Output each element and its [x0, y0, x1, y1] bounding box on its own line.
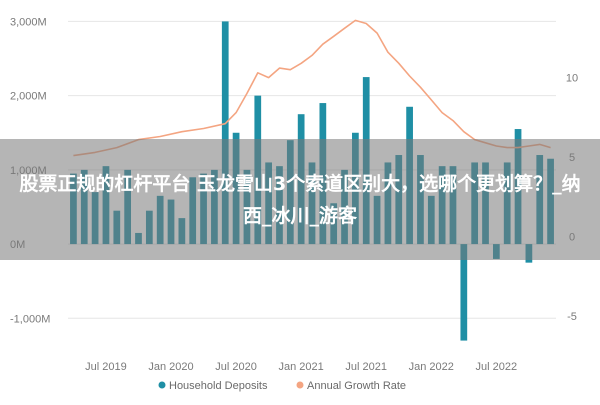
bar [460, 244, 468, 341]
x-tick-label: Jan 2022 [409, 361, 454, 373]
legend: Household Deposits Annual Growth Rate [158, 380, 406, 392]
headline-text: 股票正规的杠杆平台 玉龙雪山3个索道区别大，选哪个更划算？_纳西_冰川_游客 [19, 172, 581, 227]
left-tick-label: -1,000M [10, 313, 50, 325]
legend-marker-growth [296, 381, 304, 389]
x-axis-ticks: Jul 2019 Jan 2020 Jul 2020 Jan 2021 Jul 2021… [85, 361, 517, 373]
right-tick-label: 10 [566, 73, 578, 85]
x-tick-label: Jan 2020 [148, 361, 193, 373]
x-tick-label: Jul 2020 [215, 361, 257, 373]
x-tick-label: Jul 2021 [345, 361, 387, 373]
legend-label-deposits: Household Deposits [169, 380, 268, 392]
x-tick-label: Jul 2022 [476, 361, 518, 373]
right-tick-label: -5 [567, 311, 577, 323]
left-tick-label: 3,000M [10, 16, 47, 28]
bar [221, 21, 229, 245]
growth-rate-line [73, 19, 551, 157]
left-tick-label: 2,000M [10, 91, 47, 103]
legend-marker-deposits [158, 381, 166, 389]
legend-label-growth: Annual Growth Rate [307, 380, 406, 392]
x-tick-label: Jan 2021 [279, 361, 324, 373]
headline-banner: 股票正规的杠杆平台 玉龙雪山3个索道区别大，选哪个更划算？_纳西_冰川_游客 [0, 139, 600, 260]
line-series [73, 19, 551, 157]
x-tick-label: Jul 2019 [85, 361, 127, 373]
